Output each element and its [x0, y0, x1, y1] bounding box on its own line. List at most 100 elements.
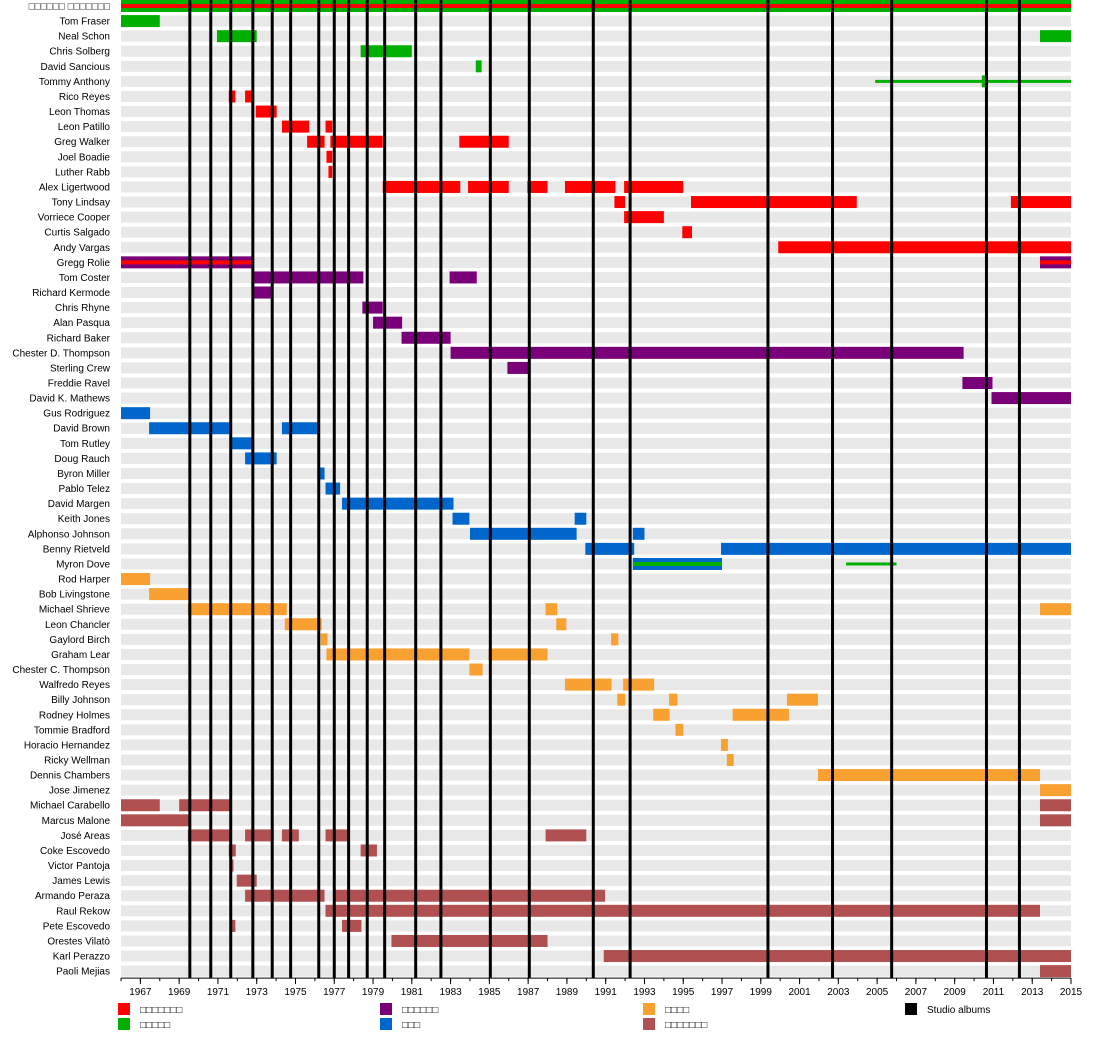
tenure-bar-vocals [459, 135, 509, 148]
tenure-bar-drums [121, 573, 151, 586]
row-background [121, 603, 1071, 615]
row-background [121, 709, 1071, 721]
tenure-bar-drums [1039, 784, 1071, 797]
tenure-bar-bass [585, 542, 635, 555]
x-tick-label: 1995 [672, 987, 695, 998]
member-label: Neal Schon [58, 32, 110, 43]
row-background [121, 784, 1071, 796]
x-tick-label: 1971 [207, 987, 230, 998]
tenure-bar-drums [786, 693, 818, 706]
tenure-bar-percussion [228, 844, 236, 857]
member-label: Myron Dove [56, 559, 110, 570]
tenure-bar-vocals [330, 135, 383, 148]
legend-label-studio-albums: Studio albums [927, 1005, 990, 1016]
tenure-bar-bass [342, 497, 454, 510]
tenure-bar-guitar [846, 562, 897, 566]
row-background [121, 226, 1071, 238]
member-label: Joel Boadie [58, 152, 111, 163]
tenure-bar-keyboards [401, 331, 451, 344]
x-tick-label: 1987 [517, 987, 540, 998]
legend-swatch-vocals [118, 1003, 130, 1015]
member-label: Victor Pantoja [48, 861, 111, 872]
tenure-bar-keyboards [362, 301, 383, 314]
row-background [121, 467, 1071, 479]
member-label: Orestes Vilatò [47, 936, 110, 947]
x-tick-label: 1999 [750, 987, 773, 998]
tenure-bar-percussion [1039, 799, 1071, 812]
x-tick-label: 1969 [168, 987, 191, 998]
member-label: Sterling Crew [50, 363, 111, 374]
row-background [121, 437, 1071, 449]
member-label: Richard Baker [47, 333, 111, 344]
member-label: David Brown [53, 424, 110, 435]
row-background [121, 271, 1071, 283]
member-label: David Sancious [41, 62, 110, 73]
tenure-bar-bass [121, 407, 151, 420]
row-background [121, 302, 1071, 314]
x-tick-label: 2011 [983, 987, 1005, 998]
row-background [121, 935, 1071, 947]
row-background [121, 799, 1071, 811]
member-label: Greg Walker [54, 137, 110, 148]
x-tick-label: 2003 [827, 987, 850, 998]
tenure-bar-keyboards [507, 361, 530, 374]
row-background [121, 407, 1071, 419]
tenure-stripe-guitar [632, 561, 723, 566]
tenure-bar-vocals [326, 150, 333, 163]
member-label: David Margen [48, 499, 110, 510]
row-background [121, 965, 1071, 977]
tenure-bar-drums [187, 603, 287, 616]
member-label: Michael Shrieve [39, 605, 111, 616]
tenure-bar-vocals [328, 165, 333, 178]
tenure-bar-drums [817, 769, 1040, 782]
tenure-bar-vocals [614, 196, 626, 209]
member-label: Rico Reyes [59, 92, 110, 103]
member-label: Tom Coster [59, 273, 111, 284]
x-tick-label: 1991 [595, 987, 618, 998]
tenure-bar-percussion [360, 844, 377, 857]
tenure-bar-vocals [527, 180, 548, 193]
tenure-bar-vocals [691, 196, 857, 209]
tenure-bar-vocals [624, 211, 664, 224]
tenure-bar-guitar [475, 60, 482, 73]
legend-label-guitar: □□□□□ [140, 1020, 170, 1031]
tenure-bar-vocals [1010, 196, 1071, 209]
member-label: Tony Lindsay [52, 198, 110, 209]
row-background [121, 377, 1071, 389]
row-background [121, 588, 1071, 600]
legend-swatch-percussion [643, 1018, 655, 1030]
member-label: Horacio Hernandez [24, 740, 110, 751]
row-background [121, 498, 1071, 510]
tenure-bar-percussion [245, 889, 325, 902]
legend-label-bass: □□□ [402, 1020, 420, 1031]
tenure-bar-drums [149, 588, 189, 601]
member-label: Richard Kermode [32, 288, 110, 299]
tenure-bar-percussion [603, 950, 1071, 963]
legend-label-keyboards: □□□□□□ [402, 1005, 438, 1016]
x-tick-label: 1983 [439, 987, 462, 998]
row-background [121, 211, 1071, 223]
tenure-bar-drums [623, 678, 655, 691]
tenure-bar-keyboards [252, 286, 273, 299]
member-label: □□□□□□ □□□□□□□ [29, 2, 110, 13]
x-tick-label: 2009 [944, 987, 967, 998]
member-label: Michael Carabello [30, 801, 110, 812]
tenure-bar-keyboards [373, 316, 403, 329]
x-tick-label: 2001 [788, 987, 811, 998]
tenure-bar-drums [469, 663, 483, 676]
row-background [121, 15, 1071, 27]
member-label: Gaylord Birch [49, 635, 110, 646]
row-background [121, 317, 1071, 329]
tenure-bar-drums [726, 754, 734, 766]
tenure-bar-drums [320, 633, 328, 646]
row-background [121, 90, 1071, 102]
member-label: José Areas [61, 831, 110, 842]
x-tick-label: 1989 [556, 987, 579, 998]
tenure-bar-vocals [307, 135, 325, 148]
legend-swatch-keyboards [380, 1003, 392, 1015]
member-label: Ricky Wellman [44, 756, 110, 767]
row-background [121, 166, 1071, 178]
x-tick-label: 1997 [711, 987, 734, 998]
member-label: Bob Livingstone [39, 590, 111, 601]
row-background [121, 724, 1071, 736]
